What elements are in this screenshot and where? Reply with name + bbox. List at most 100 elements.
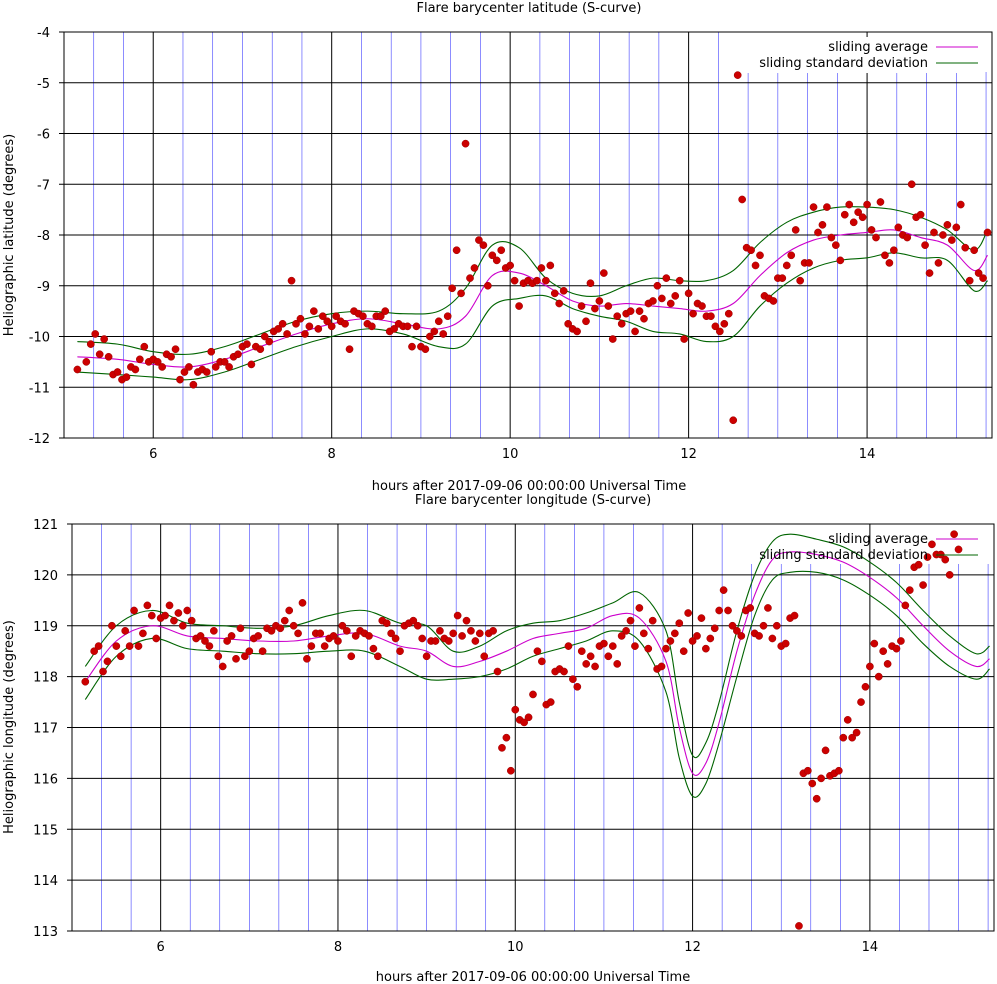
longitude-data-point [631, 642, 639, 650]
longitude-y-tick-label: 116 [33, 772, 58, 787]
longitude-data-point [644, 644, 653, 653]
longitude-data-point [635, 604, 644, 612]
latitude-data-point [983, 228, 992, 237]
longitude-data-point [205, 642, 214, 650]
latitude-data-point [573, 327, 581, 336]
longitude-y-tick-label: 115 [33, 823, 58, 838]
longitude-data-point [582, 660, 591, 668]
longitude-y-tick-label: 114 [33, 874, 58, 889]
latitude-data-point [345, 345, 354, 354]
longitude-data-point [498, 744, 506, 752]
latitude-data-point [591, 304, 599, 313]
longitude-data-point [125, 642, 134, 650]
latitude-data-point [515, 302, 523, 310]
latitude-data-point [698, 302, 706, 310]
longitude-data-point [626, 616, 635, 625]
latitude-x-tick-label: 8 [328, 447, 336, 462]
longitude-data-point [453, 611, 462, 620]
longitude-data-point [520, 718, 528, 727]
latitude-data-point [408, 342, 416, 351]
longitude-data-point [174, 609, 183, 617]
longitude-data-point [945, 571, 954, 579]
longitude-data-point [178, 621, 187, 630]
latitude-data-point [135, 355, 144, 364]
longitude-data-point [808, 779, 817, 788]
latitude-data-point [359, 312, 367, 321]
longitude-data-point [812, 794, 821, 803]
latitude-std-lower-line [77, 252, 988, 381]
longitude-series [81, 530, 990, 930]
latitude-data-point [95, 350, 104, 359]
longitude-title: Flare barycenter longitude (S-curve) [415, 493, 651, 508]
longitude-data-point [422, 652, 431, 661]
longitude-data-point [320, 642, 329, 650]
latitude-data-point [537, 264, 546, 272]
latitude-data-point [827, 233, 836, 242]
latitude-data-point [872, 233, 880, 242]
longitude-data-point [116, 652, 125, 661]
latitude-data-point [577, 302, 586, 310]
latitude-data-point [564, 319, 573, 328]
latitude-legend: sliding average sliding standard deviati… [745, 37, 985, 73]
latitude-data-point [202, 368, 211, 376]
latitude-data-point [876, 198, 885, 206]
longitude-data-point [382, 619, 391, 628]
longitude-data-point [919, 581, 927, 589]
latitude-data-point [831, 241, 840, 249]
latitude-data-point [243, 340, 251, 348]
latitude-data-point [559, 286, 568, 295]
latitude-data-point [595, 297, 604, 305]
longitude-y-tick-label: 121 [33, 518, 58, 533]
longitude-axes: 6 8 10 12 14 113 114 115 116 117 118 119 120 121 [33, 518, 995, 955]
longitude-data-point [839, 733, 848, 742]
latitude-data-point [782, 261, 791, 270]
longitude-data-point [307, 642, 316, 650]
longitude-x-tick-label: 10 [507, 940, 524, 955]
latitude-data-point [939, 231, 947, 239]
longitude-data-point [843, 716, 852, 724]
longitude-data-point [280, 616, 289, 625]
longitude-x-axis-label: hours after 2017-09-06 00:00:00 Universa… [376, 970, 690, 984]
latitude-data-point [448, 284, 457, 293]
longitude-data-point [577, 647, 586, 656]
latitude-data-point [541, 276, 550, 285]
latitude-data-point [305, 322, 314, 331]
latitude-data-point [403, 322, 412, 331]
latitude-data-point [430, 327, 439, 336]
latitude-data-point [140, 342, 149, 351]
latitude-data-point [836, 256, 845, 265]
longitude-data-point [94, 642, 103, 650]
latitude-data-point [546, 261, 555, 270]
latitude-data-point [390, 325, 399, 333]
latitude-data-point [73, 365, 82, 374]
longitude-data-point [693, 632, 701, 640]
longitude-data-point [329, 632, 338, 640]
longitude-data-point [99, 667, 107, 676]
longitude-data-point [139, 629, 147, 638]
latitude-data-point [176, 375, 184, 384]
longitude-data-point [688, 637, 697, 645]
longitude-data-point [870, 639, 879, 648]
longitude-data-point [183, 606, 192, 615]
longitude-data-point [298, 599, 307, 607]
longitude-data-point [675, 619, 684, 628]
latitude-legend-average-label: sliding average [828, 40, 928, 55]
longitude-data-point [241, 652, 249, 661]
longitude-legend: sliding average sliding standard deviati… [759, 532, 978, 563]
longitude-data-point [564, 642, 573, 650]
longitude-data-point [728, 621, 737, 630]
longitude-data-point [413, 621, 422, 630]
latitude-data-point [91, 330, 100, 338]
longitude-panel: Flare barycenter longitude (S-curve) 6 8 1… [2, 493, 995, 984]
latitude-data-point [881, 251, 889, 260]
latitude-data-point [555, 299, 564, 308]
longitude-data-point [684, 609, 692, 617]
latitude-data-point [680, 335, 689, 343]
latitude-data-point [640, 314, 648, 323]
longitude-data-point [715, 606, 724, 615]
latitude-y-tick-label: -9 [37, 280, 50, 295]
longitude-data-point [524, 713, 533, 722]
longitude-data-point [218, 662, 227, 671]
longitude-data-point [227, 632, 236, 640]
